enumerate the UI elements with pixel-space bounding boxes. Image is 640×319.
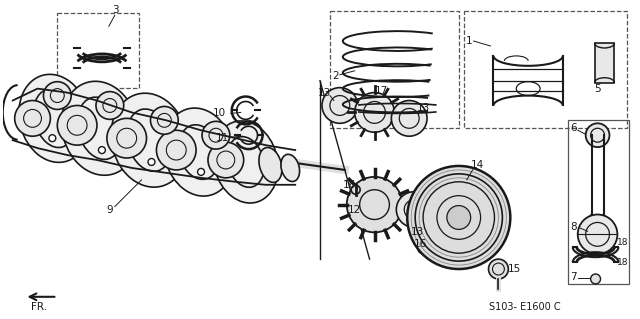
Circle shape	[586, 123, 609, 147]
Text: 10: 10	[213, 108, 226, 118]
Ellipse shape	[61, 81, 138, 175]
Text: 17: 17	[374, 85, 388, 96]
Text: 18: 18	[618, 238, 629, 247]
Circle shape	[15, 100, 51, 136]
Circle shape	[347, 177, 403, 232]
Ellipse shape	[259, 147, 282, 182]
Circle shape	[198, 168, 205, 175]
Circle shape	[202, 121, 230, 149]
Text: FR.: FR.	[31, 302, 47, 312]
Circle shape	[396, 192, 432, 227]
Circle shape	[488, 259, 508, 279]
Ellipse shape	[127, 109, 172, 171]
Circle shape	[208, 142, 244, 178]
Circle shape	[49, 135, 56, 142]
Text: 6: 6	[570, 123, 577, 133]
Bar	[595, 43, 614, 83]
Bar	[568, 120, 629, 284]
Circle shape	[578, 214, 618, 254]
Text: 12: 12	[348, 204, 361, 215]
Text: 1: 1	[466, 36, 472, 46]
Ellipse shape	[19, 74, 90, 162]
Circle shape	[351, 185, 360, 194]
Circle shape	[148, 159, 155, 166]
Text: S103- E1600 C: S103- E1600 C	[488, 302, 560, 312]
Circle shape	[407, 166, 510, 269]
Bar	[464, 11, 627, 128]
Ellipse shape	[111, 93, 188, 187]
Ellipse shape	[164, 108, 234, 196]
Text: 16: 16	[414, 239, 428, 249]
Ellipse shape	[281, 154, 300, 182]
Text: 3: 3	[112, 5, 118, 15]
Ellipse shape	[179, 125, 220, 179]
Circle shape	[355, 93, 394, 132]
Circle shape	[392, 100, 427, 136]
Circle shape	[44, 82, 71, 109]
Circle shape	[107, 118, 147, 158]
Circle shape	[99, 147, 106, 153]
Text: 14: 14	[470, 160, 484, 170]
Circle shape	[156, 130, 196, 170]
Text: 11: 11	[216, 133, 229, 143]
Circle shape	[591, 274, 600, 284]
Text: 8: 8	[570, 222, 577, 233]
Text: 7: 7	[570, 272, 577, 282]
Text: 5: 5	[595, 84, 601, 93]
Circle shape	[447, 205, 470, 229]
Circle shape	[58, 106, 97, 145]
Text: 13: 13	[318, 88, 332, 98]
Text: 9: 9	[107, 204, 113, 215]
Text: 16: 16	[343, 180, 356, 190]
Bar	[58, 13, 139, 88]
Circle shape	[150, 107, 179, 134]
Circle shape	[418, 245, 426, 253]
Text: 13: 13	[417, 103, 430, 114]
Bar	[330, 11, 459, 128]
Circle shape	[96, 92, 124, 119]
Text: 18: 18	[618, 258, 629, 267]
Ellipse shape	[213, 121, 278, 203]
Text: 2: 2	[332, 71, 339, 81]
Ellipse shape	[77, 97, 122, 160]
Ellipse shape	[34, 89, 75, 148]
Text: 15: 15	[508, 264, 520, 274]
Ellipse shape	[227, 137, 264, 187]
Text: 13: 13	[411, 227, 424, 237]
Circle shape	[322, 88, 358, 123]
